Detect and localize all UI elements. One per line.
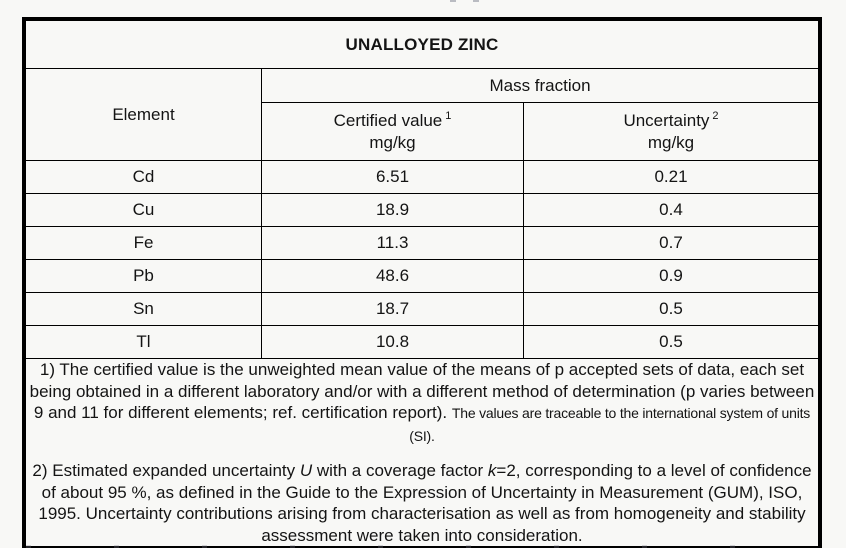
table-row: Cd 6.51 0.21	[25, 160, 819, 194]
header-row-group: Element Mass fraction	[25, 68, 819, 161]
footnote-ref-2: 2	[712, 109, 719, 122]
element-symbol: Cd	[25, 160, 262, 194]
footnote-2: 2) Estimated expanded uncertainty U with…	[26, 460, 818, 546]
table-row: Fe 11.3 0.7	[25, 226, 819, 260]
scan-artifact-top	[450, 0, 496, 2]
column-header-certified-value: Certified value 1 mg/kg	[261, 102, 524, 161]
element-symbol: Tl	[25, 325, 262, 359]
uncertainty-unit: mg/kg	[647, 132, 695, 152]
uncertainty-value: 0.9	[523, 259, 819, 293]
table-title: UNALLOYED ZINC	[25, 20, 819, 69]
certified-value: 6.51	[261, 160, 524, 194]
footnote-1-text: 1) The certified value is the unweighted…	[29, 360, 815, 422]
uncertainty-value: 0.5	[523, 325, 819, 359]
column-header-uncertainty: Uncertainty 2 mg/kg	[523, 102, 819, 161]
title-row: UNALLOYED ZINC	[25, 20, 819, 69]
footnote-1-traceability-text: The values are traceable to the internat…	[409, 405, 811, 444]
table-row: Tl 10.8 0.5	[25, 325, 819, 359]
uncertainty-label: Uncertainty	[623, 110, 710, 130]
footnotes-section: 1) The certified value is the unweighted…	[25, 358, 819, 547]
certified-value-label-line: Certified value 1	[262, 110, 523, 132]
certified-value-label: Certified value	[333, 110, 443, 130]
certified-value: 18.9	[261, 193, 524, 227]
subheader-row: Certified value 1 mg/kg Uncertainty 2 mg/k…	[26, 102, 819, 161]
coverage-factor-symbol-k: k	[487, 461, 497, 480]
certified-value: 48.6	[261, 259, 524, 293]
scan-artifact-bottom	[26, 545, 816, 548]
table-row: Pb 48.6 0.9	[25, 259, 819, 293]
uncertainty-symbol-U: U	[299, 461, 313, 480]
certified-value: 18.7	[261, 292, 524, 326]
uncertainty-value: 0.7	[523, 226, 819, 260]
footnote-2-text-b: with a coverage factor	[312, 461, 488, 480]
certified-values-table: UNALLOYED ZINC Element Mass fraction Cer…	[25, 20, 819, 547]
uncertainty-value: 0.5	[523, 292, 819, 326]
element-symbol: Cu	[25, 193, 262, 227]
column-header-element: Element	[25, 68, 262, 161]
column-header-mass-fraction: Mass fraction	[261, 68, 819, 103]
uncertainty-value: 0.21	[523, 160, 819, 194]
table-row: Sn 18.7 0.5	[25, 292, 819, 326]
certified-value-unit: mg/kg	[369, 132, 416, 152]
footnote-ref-1: 1	[445, 109, 452, 122]
element-symbol: Sn	[25, 292, 262, 326]
certificate-table-frame: UNALLOYED ZINC Element Mass fraction Cer…	[22, 17, 822, 548]
footnote-2-text-a: 2) Estimated expanded uncertainty	[32, 461, 300, 480]
certified-value: 11.3	[261, 226, 524, 260]
element-symbol: Pb	[25, 259, 262, 293]
element-symbol: Fe	[25, 226, 262, 260]
footnotes-row: 1) The certified value is the unweighted…	[25, 358, 819, 547]
footnote-1: 1) The certified value is the unweighted…	[26, 359, 818, 447]
uncertainty-value: 0.4	[523, 193, 819, 227]
certified-value: 10.8	[261, 325, 524, 359]
footnote-2-text-c: =2, corresponding to a level of confiden…	[38, 461, 812, 545]
uncertainty-label-line: Uncertainty 2	[524, 110, 818, 132]
table-row: Cu 18.9 0.4	[25, 193, 819, 227]
